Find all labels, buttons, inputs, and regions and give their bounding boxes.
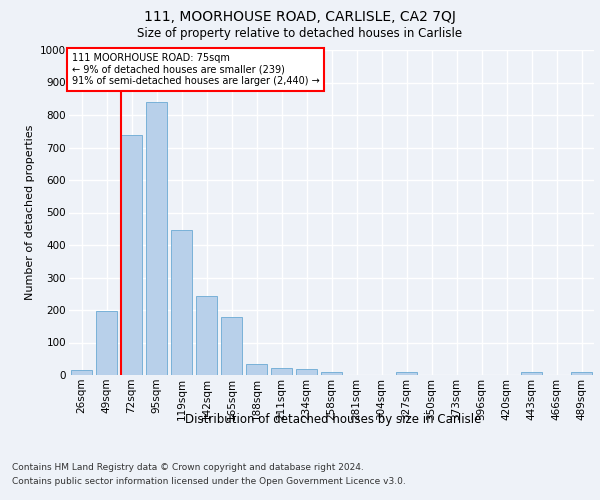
Text: Contains public sector information licensed under the Open Government Licence v3: Contains public sector information licen… <box>12 478 406 486</box>
Text: Distribution of detached houses by size in Carlisle: Distribution of detached houses by size … <box>185 412 481 426</box>
Bar <box>96 311 117 375</box>
Bar <box>221 316 242 375</box>
Bar <box>396 372 417 375</box>
Bar <box>121 136 142 375</box>
Y-axis label: Number of detached properties: Number of detached properties <box>25 125 35 300</box>
Bar <box>71 370 92 375</box>
Bar <box>271 368 292 375</box>
Bar <box>146 102 167 375</box>
Bar <box>521 372 542 375</box>
Bar <box>321 372 342 375</box>
Bar <box>571 372 592 375</box>
Text: Contains HM Land Registry data © Crown copyright and database right 2024.: Contains HM Land Registry data © Crown c… <box>12 462 364 471</box>
Bar <box>296 370 317 375</box>
Bar <box>246 364 267 375</box>
Bar <box>171 230 192 375</box>
Text: Size of property relative to detached houses in Carlisle: Size of property relative to detached ho… <box>137 28 463 40</box>
Text: 111, MOORHOUSE ROAD, CARLISLE, CA2 7QJ: 111, MOORHOUSE ROAD, CARLISLE, CA2 7QJ <box>144 10 456 24</box>
Bar <box>196 296 217 375</box>
Text: 111 MOORHOUSE ROAD: 75sqm
← 9% of detached houses are smaller (239)
91% of semi-: 111 MOORHOUSE ROAD: 75sqm ← 9% of detach… <box>71 53 319 86</box>
